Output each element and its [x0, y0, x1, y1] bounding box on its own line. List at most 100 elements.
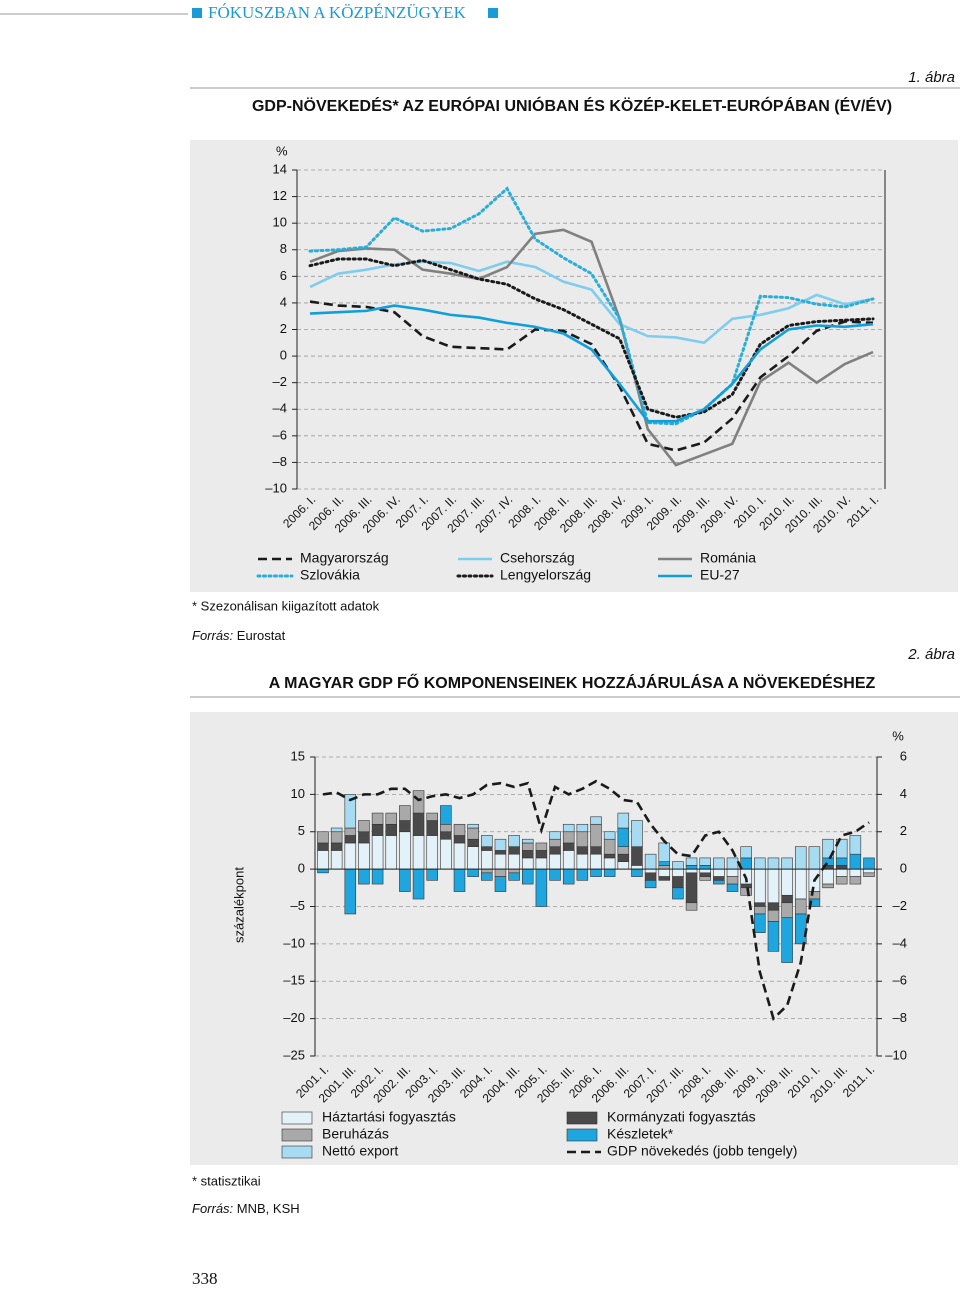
- legend-swatch: [566, 1128, 598, 1142]
- bar-segment: [590, 868, 602, 877]
- y-tick-label: –20: [283, 1010, 305, 1025]
- footnote: * statisztikai: [192, 1173, 261, 1188]
- bar-segment: [767, 902, 780, 911]
- legend-label: GDP növekedés (jobb tengely): [607, 1143, 797, 1159]
- bar-segment: [481, 868, 493, 874]
- legend-label: Háztartási fogyasztás: [322, 1109, 456, 1125]
- bar-segment: [440, 805, 452, 825]
- legend-label: Kormányzati fogyasztás: [607, 1109, 756, 1125]
- bar-segment: [494, 868, 507, 877]
- bar-segment: [794, 898, 807, 915]
- bar-segment: [399, 820, 411, 833]
- bar-segment: [835, 868, 848, 877]
- bar-segment: [835, 838, 848, 859]
- bar-segment: [508, 846, 520, 855]
- y-tick-label: 6: [280, 268, 287, 283]
- chart-title: GDP-NÖVEKEDÉS* AZ EURÓPAI UNIÓBAN ÉS KÖZ…: [252, 96, 892, 115]
- bar-segment: [590, 823, 602, 848]
- bar-segment: [508, 872, 520, 881]
- legend-swatch: [281, 1111, 313, 1125]
- bar-segment: [699, 872, 711, 877]
- bar-segment: [481, 835, 493, 847]
- bar-segment: [440, 838, 452, 870]
- legend-label: Beruházás: [322, 1126, 389, 1142]
- bar-segment: [535, 868, 548, 907]
- bar-segment: [617, 861, 630, 870]
- bar-segment: [385, 812, 398, 825]
- bar-segment: [549, 846, 561, 855]
- bar-segment: [521, 850, 534, 859]
- bar-segment: [685, 857, 698, 866]
- y2-tick-label: –4: [893, 935, 907, 950]
- y-tick-label: 15: [291, 748, 305, 763]
- bar-segment: [344, 868, 357, 915]
- bar-segment: [371, 823, 384, 836]
- bar-segment: [822, 883, 834, 889]
- bar-segment: [658, 865, 671, 870]
- bar-segment: [317, 850, 329, 870]
- legend-label: EU-27: [700, 567, 740, 583]
- series-line: [309, 304, 874, 423]
- bar-segment: [494, 838, 507, 851]
- bar-segment: [685, 902, 698, 911]
- source: Forrás: Eurostat: [192, 628, 286, 643]
- y2-tick-label: 6: [900, 748, 907, 763]
- bar-segment: [467, 846, 479, 870]
- y2-unit: %: [892, 728, 904, 743]
- bar-segment: [481, 846, 493, 851]
- y-tick-label: 2: [280, 321, 287, 336]
- bar-segment: [835, 876, 848, 885]
- bar-segment: [794, 913, 807, 945]
- bar-segment: [344, 794, 357, 829]
- bar-segment: [672, 876, 684, 889]
- bar-segment: [644, 853, 657, 870]
- bar-segment: [822, 838, 834, 859]
- bar-segment: [726, 876, 739, 885]
- bar-segment: [849, 876, 862, 885]
- y2-tick-label: 4: [900, 786, 907, 801]
- bar-segment: [426, 812, 438, 821]
- bar-segment: [754, 906, 766, 915]
- bar-segment: [658, 861, 671, 866]
- legend-swatch: [281, 1128, 313, 1142]
- y-tick-label: 8: [280, 241, 287, 256]
- bar-segment: [849, 868, 862, 877]
- bar-segment: [658, 868, 671, 877]
- bar-segment: [767, 909, 780, 922]
- y2-tick-label: –6: [893, 973, 907, 988]
- bar-segment: [808, 891, 821, 900]
- bar-segment: [467, 868, 479, 877]
- bar-segment: [699, 865, 711, 870]
- bar-segment: [494, 853, 507, 870]
- bar-segment: [344, 835, 357, 844]
- bar-segment: [358, 831, 370, 844]
- bar-segment: [713, 876, 725, 881]
- bar-segment: [863, 857, 875, 870]
- bar-segment: [726, 868, 739, 877]
- bar-segment: [781, 868, 793, 896]
- y-tick-label: –8: [273, 454, 287, 469]
- bar-segment: [412, 790, 425, 814]
- y2-tick-label: –8: [893, 1010, 907, 1025]
- y-tick-label: –5: [291, 898, 305, 913]
- bar-segment: [330, 842, 343, 851]
- y-tick-label: 5: [298, 823, 305, 838]
- bar-segment: [617, 812, 630, 829]
- bar-segment: [808, 846, 821, 870]
- series-line: [322, 779, 870, 1022]
- bar-segment: [740, 857, 752, 870]
- bar-segment: [590, 853, 602, 870]
- y-tick-label: 10: [273, 215, 287, 230]
- bar-segment: [617, 853, 630, 862]
- source: Forrás: MNB, KSH: [192, 1201, 300, 1216]
- source-label: Forrás:: [192, 1201, 234, 1216]
- bar-segment: [440, 831, 452, 840]
- bar-segment: [863, 872, 875, 877]
- bar-segment: [549, 868, 561, 881]
- bar-segment: [317, 831, 329, 844]
- series-line: [309, 228, 874, 467]
- bar-segment: [740, 846, 752, 859]
- bar-segment: [330, 831, 343, 844]
- y2-tick-label: 2: [900, 823, 907, 838]
- bar-segment: [562, 823, 575, 833]
